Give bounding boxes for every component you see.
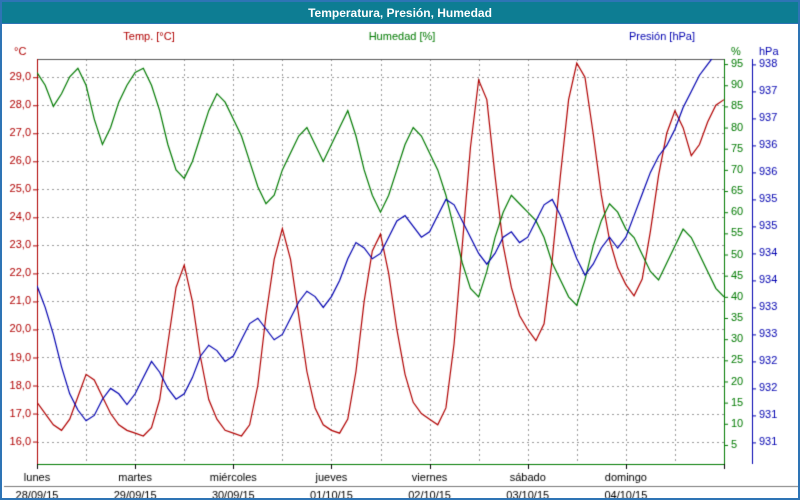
chart-canvas [2, 24, 798, 498]
window-title: Temperatura, Presión, Humedad [308, 5, 492, 20]
title-bar: Temperatura, Presión, Humedad [2, 2, 798, 24]
